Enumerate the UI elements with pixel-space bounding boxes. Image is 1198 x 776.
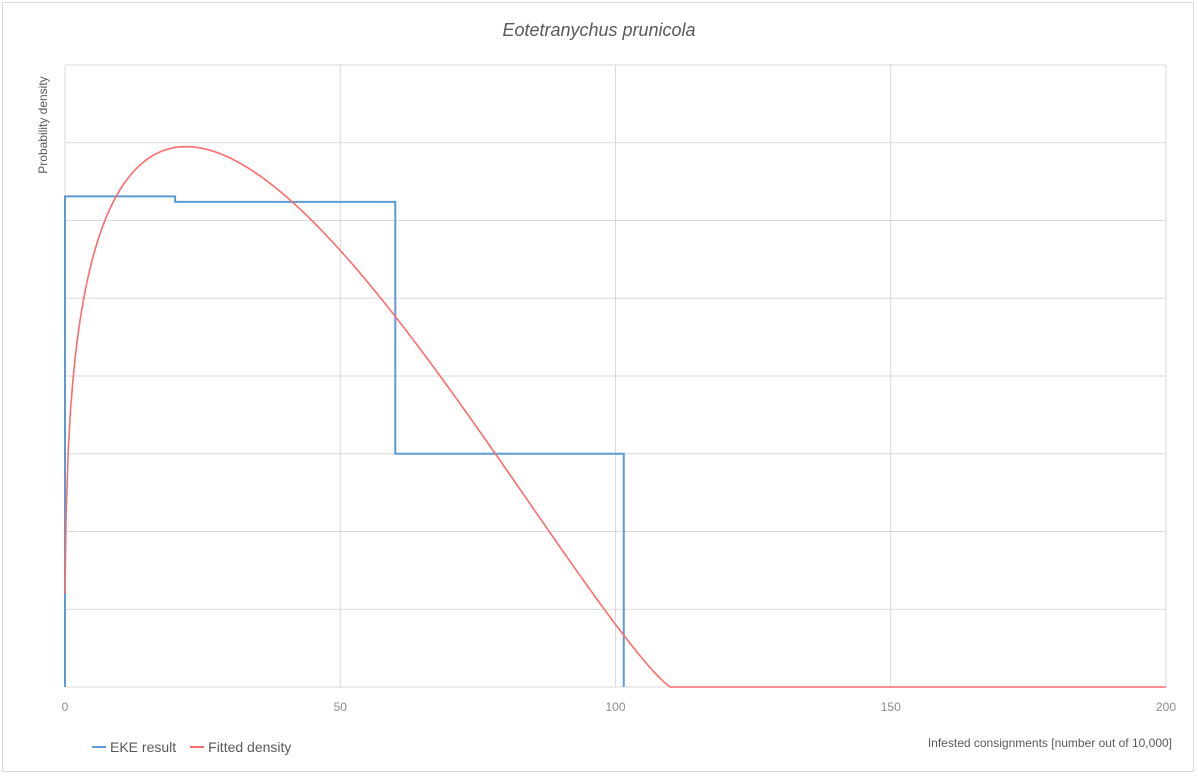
legend-label-eke: EKE result	[110, 739, 177, 755]
legend-swatch-eke	[92, 746, 106, 748]
x-tick-label: 50	[334, 700, 348, 714]
x-tick-label: 200	[1156, 700, 1176, 714]
legend-item-fitted: Fitted density	[190, 739, 291, 755]
series-fitted-density	[64, 145, 1166, 688]
x-tick-label: 0	[62, 700, 69, 714]
chart-title: Eotetranychus prunicola	[502, 20, 696, 40]
legend: EKE result Fitted density	[92, 739, 291, 755]
x-tick-label: 150	[881, 700, 901, 714]
x-tick-label: 100	[605, 700, 625, 714]
legend-item-eke: EKE result	[92, 739, 176, 755]
legend-swatch-fitted	[190, 746, 205, 748]
legend-label-fitted: Fitted density	[208, 739, 292, 755]
series-eke-result	[64, 195, 625, 687]
x-axis-label: Infested consignments [number out of 10,…	[927, 736, 1172, 750]
